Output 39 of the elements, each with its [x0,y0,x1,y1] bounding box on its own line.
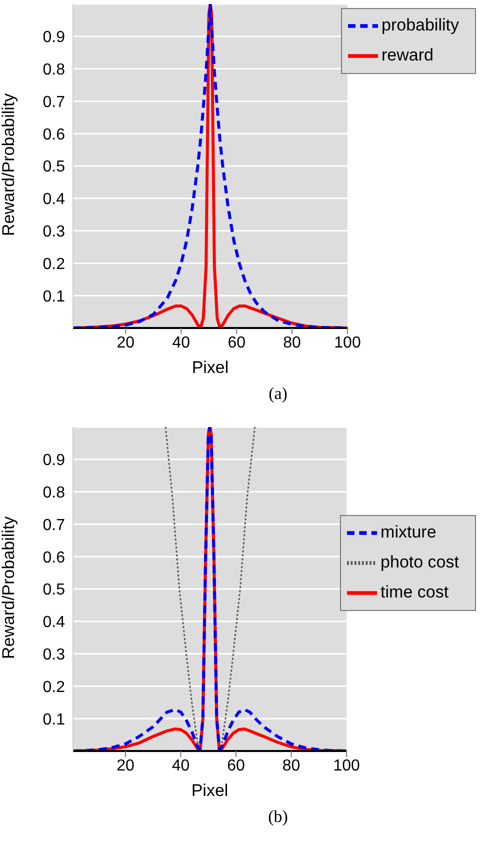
y-tick-label: 0.5 [42,582,66,599]
y-tick-label: 0.6 [42,549,66,566]
text: (b) [267,807,289,827]
x-tick-label: 80 [283,334,302,352]
y-tick-label: 0.8 [42,484,66,502]
y-tick-label: 0.7 [42,94,66,111]
y-tick-label: 0.4 [42,191,66,208]
x-axis-title: Pixel [191,781,228,800]
y-tick-label: 0.2 [42,256,66,273]
y-tick-label: 0.7 [42,516,66,534]
x-tick-label: 20 [116,757,134,774]
legend-label: mixture [380,522,436,542]
y-tick-label: 0.9 [42,29,66,46]
x-tick-label: 100 [334,334,361,352]
y-tick-label: 0.1 [42,711,66,728]
legend-label: photo cost [380,552,459,572]
x-axis-title: Pixel [192,358,229,377]
x-tick-label: 60 [227,757,246,774]
legend-label: time cost [380,582,449,602]
x-tick-label: 40 [172,334,190,352]
x-tick-label: 80 [282,757,300,774]
y-tick-label: 0.2 [42,678,66,696]
y-tick-label: 0.8 [42,61,66,78]
text: (a) [268,384,288,404]
legend-label: reward [382,45,434,64]
y-tick-label: 0.5 [42,158,66,176]
y-tick-label: 0.1 [42,288,66,306]
y-tick-label: 0.3 [42,646,66,664]
y-tick-label: 0.4 [42,614,66,632]
x-tick-label: 40 [172,757,190,774]
y-axis-title: Reward/Probability [0,516,18,659]
x-tick-label: 60 [228,334,246,352]
x-tick-label: 100 [333,757,360,774]
x-tick-label: 20 [116,334,135,352]
y-tick-label: 0.6 [42,126,66,144]
legend-label: probability [382,15,459,34]
y-tick-label: 0.3 [42,223,66,240]
y-axis-title: Reward/Probability [0,92,18,236]
y-tick-label: 0.9 [42,452,66,470]
